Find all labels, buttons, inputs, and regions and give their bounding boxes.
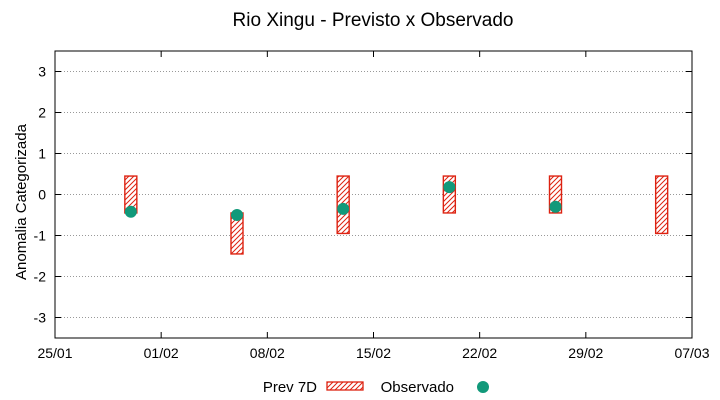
x-tick-label: 08/02 xyxy=(250,345,285,361)
observed-point xyxy=(337,202,350,215)
y-tick-label: 1 xyxy=(38,146,46,162)
legend-label-prev-7d: Prev 7D xyxy=(263,379,317,396)
x-tick-label: 29/02 xyxy=(568,345,603,361)
x-axis: 25/01 01/02 08/02 15/02 22/02 29/02 07/03 xyxy=(37,51,710,361)
y-tick-label: 2 xyxy=(38,105,46,121)
x-tick-label: 25/01 xyxy=(37,345,72,361)
x-tick-label: 15/02 xyxy=(356,345,391,361)
legend-marker-observado xyxy=(477,381,489,393)
x-tick-label: 07/03 xyxy=(674,345,709,361)
chart-title: Rio Xingu - Previsto x Observado xyxy=(233,10,514,31)
y-tick-label: -3 xyxy=(34,310,47,326)
y-axis-label: Anomalia Categorizada xyxy=(13,123,30,280)
legend: Prev 7D Observado xyxy=(263,379,489,396)
observed-point xyxy=(549,200,562,213)
x-tick-label: 22/02 xyxy=(462,345,497,361)
y-axis: 3 2 1 0 -1 -2 -3 xyxy=(34,64,692,326)
grid xyxy=(55,71,692,318)
y-tick-label: 0 xyxy=(38,187,46,203)
observed-point xyxy=(231,209,243,221)
forecast-range-bar xyxy=(654,175,669,235)
observed-point xyxy=(443,181,456,194)
data-marks xyxy=(124,175,669,255)
legend-swatch-prev-7d xyxy=(326,381,364,391)
y-tick-label: -2 xyxy=(34,269,47,285)
x-tick-label: 01/02 xyxy=(144,345,179,361)
y-tick-label: 3 xyxy=(38,64,46,80)
observed-point xyxy=(124,205,137,218)
legend-label-observado: Observado xyxy=(381,379,454,396)
y-tick-label: -1 xyxy=(34,228,47,244)
